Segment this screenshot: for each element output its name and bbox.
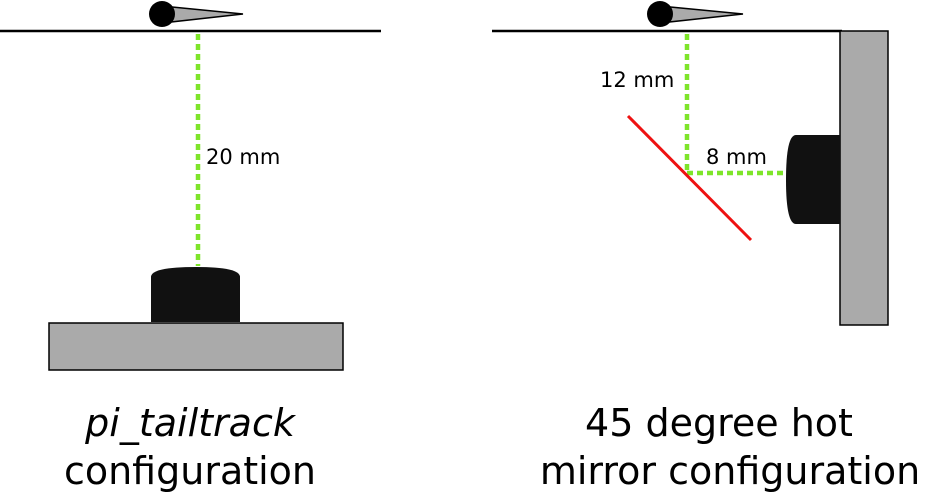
right-vertical-plate	[839, 30, 889, 326]
right-camera	[786, 135, 840, 224]
right-caption-line1: 45 degree hot	[585, 401, 853, 445]
right-larva-icon	[647, 1, 744, 27]
left-base-plate	[48, 322, 344, 371]
left-caption-line2: configuration	[64, 449, 316, 493]
right-vertical-label: 12 mm	[600, 68, 674, 92]
left-panel: 20 mm pi_tailtrack configuration	[0, 1, 381, 493]
left-caption-line1: pi_tailtrack	[84, 401, 297, 445]
right-panel: 12 mm 8 mm 45 degree hot mirror configur…	[492, 1, 920, 493]
left-distance-label: 20 mm	[206, 145, 280, 169]
right-horizontal-label: 8 mm	[706, 145, 767, 169]
right-caption-line2: mirror configuration	[540, 449, 920, 493]
left-larva-icon	[149, 1, 244, 27]
left-camera	[151, 267, 240, 322]
hot-mirror-line	[626, 114, 753, 242]
